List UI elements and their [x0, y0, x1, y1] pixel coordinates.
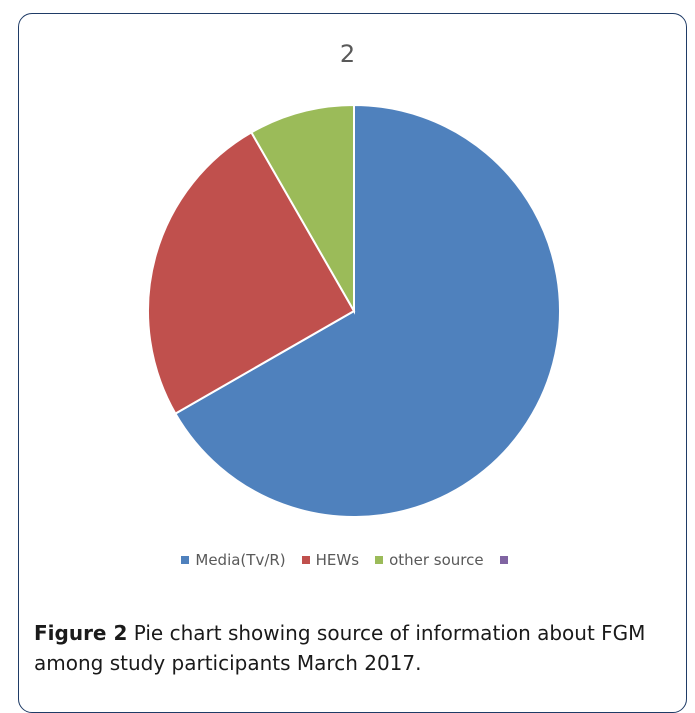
caption-text: Pie chart showing source of information … — [34, 621, 646, 675]
legend-swatch — [301, 556, 310, 564]
pie-slice-media-tv-r- — [174, 103, 561, 518]
legend-label: other source — [389, 551, 484, 569]
legend-swatch — [499, 556, 508, 564]
legend-swatch — [375, 556, 384, 564]
legend-label: Media(Tv/R) — [195, 551, 286, 569]
legend-item: HEWs — [301, 551, 360, 569]
legend-swatch — [181, 556, 190, 564]
pie-slice-other-source — [250, 103, 355, 315]
legend-item — [499, 556, 514, 564]
pie-slice-hews — [147, 131, 356, 415]
chart-title: 2 — [339, 40, 356, 68]
caption-label: Figure 2 — [34, 621, 128, 645]
pie-slices — [147, 103, 561, 518]
legend-label: HEWs — [315, 551, 360, 569]
legend: Media(Tv/R) HEWs other source — [0, 551, 695, 569]
legend-item: Media(Tv/R) — [181, 551, 286, 569]
figure-caption: Figure 2 Pie chart showing source of inf… — [34, 618, 654, 678]
legend-item: other source — [375, 551, 484, 569]
